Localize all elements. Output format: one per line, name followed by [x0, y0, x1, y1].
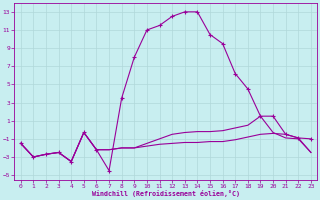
X-axis label: Windchill (Refroidissement éolien,°C): Windchill (Refroidissement éolien,°C)	[92, 190, 240, 197]
